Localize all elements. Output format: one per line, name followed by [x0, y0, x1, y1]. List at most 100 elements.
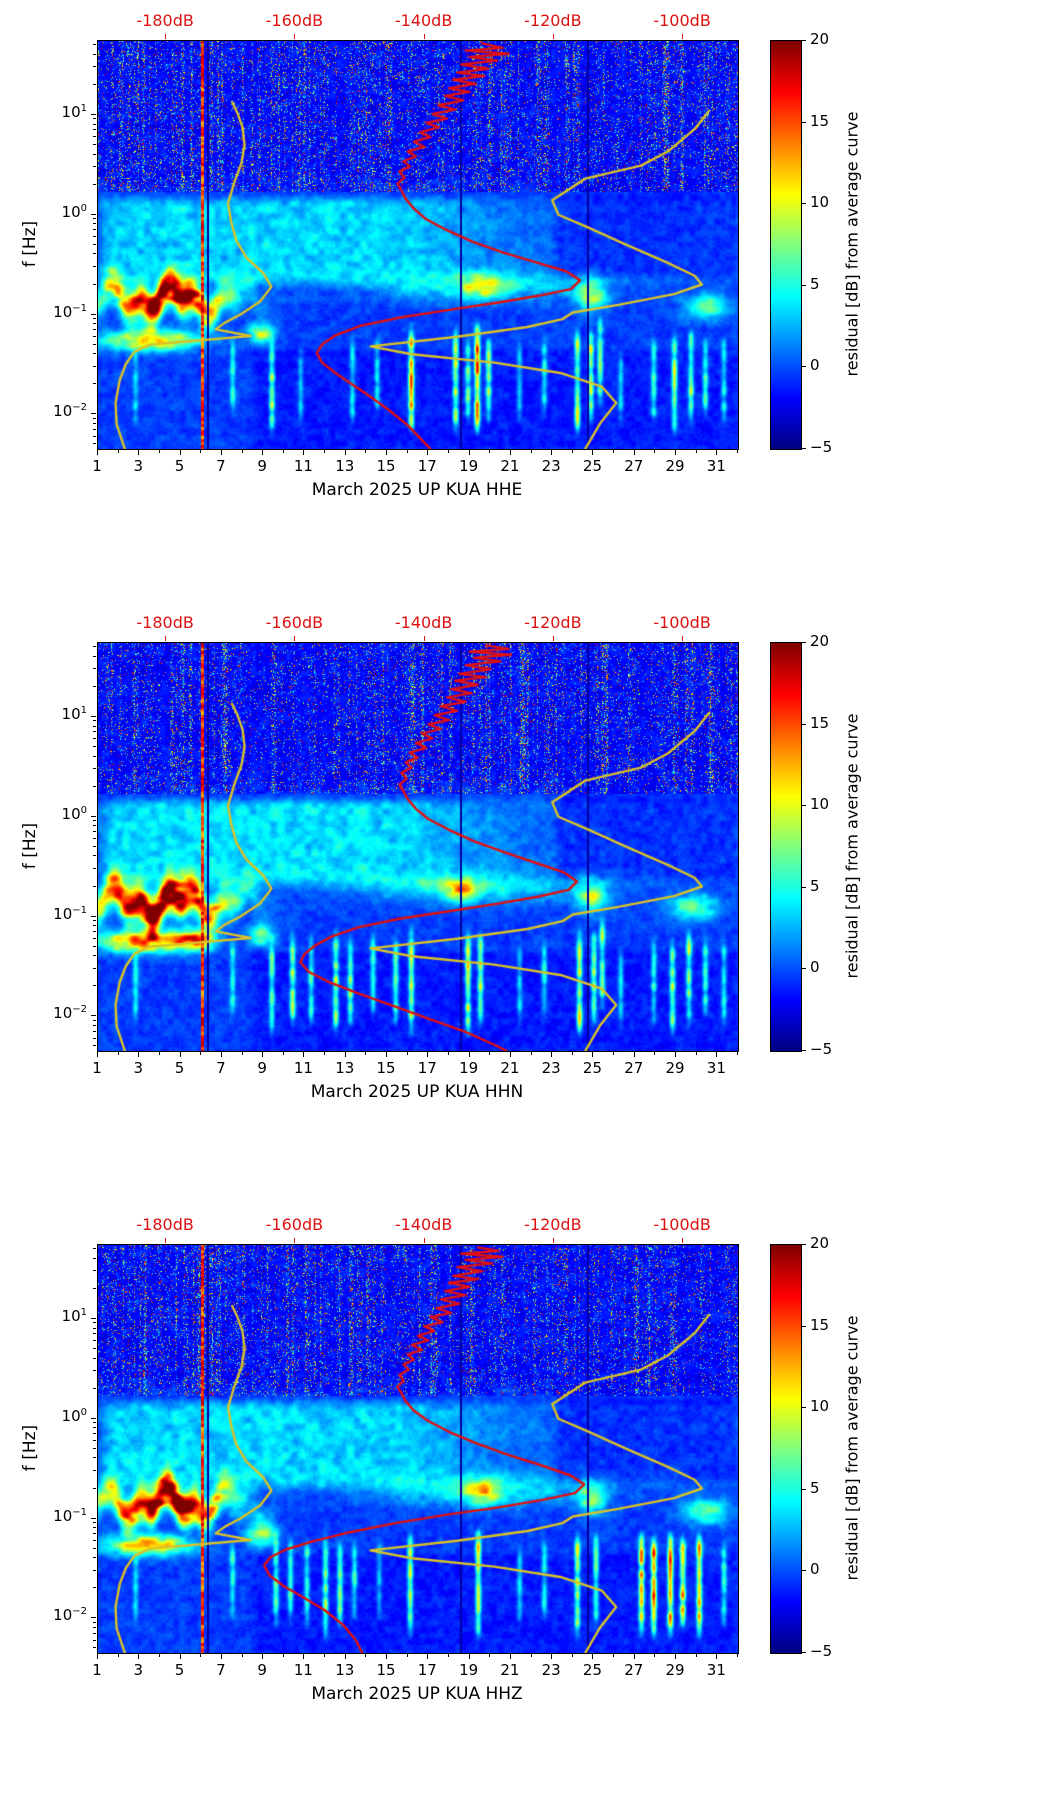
spectrogram-plot-hhe — [97, 40, 739, 450]
y-tick-label: 10−1 — [53, 904, 87, 923]
x-axis-label: March 2025 UP KUA HHN — [310, 1082, 524, 1102]
x-minor-tick-mark — [406, 1052, 408, 1055]
x-tick-label: 27 — [624, 1059, 644, 1077]
spectrogram-plot-hhz — [97, 1244, 739, 1654]
y-minor-tick-mark — [93, 435, 96, 437]
colorbar-tick-mark — [801, 448, 806, 449]
colorbar-tick-mark — [801, 642, 806, 643]
top-db-tick-label: -140dB — [394, 1215, 453, 1234]
x-tick-label: 25 — [582, 1059, 603, 1077]
x-tick-label: 9 — [257, 1661, 267, 1679]
x-tick-label: 15 — [376, 1059, 396, 1077]
x-tick-label: 19 — [459, 1661, 479, 1679]
x-minor-tick-mark — [613, 1654, 615, 1657]
top-db-tick-mark — [423, 34, 425, 39]
y-minor-tick-mark — [93, 1248, 96, 1250]
x-tick-mark — [427, 1654, 429, 1659]
y-minor-tick-mark — [93, 955, 96, 957]
x-minor-tick-mark — [324, 1654, 326, 1657]
x-tick-mark — [220, 450, 222, 455]
colorbar — [770, 1244, 802, 1654]
top-db-tick-mark — [165, 34, 167, 39]
x-minor-tick-mark — [530, 1654, 532, 1657]
x-axis-label: March 2025 UP KUA HHZ — [311, 1684, 523, 1704]
y-tick-mark — [91, 715, 96, 717]
y-minor-tick-mark — [93, 1045, 96, 1047]
y-minor-tick-mark — [93, 1627, 96, 1629]
y-axis-label: f [Hz] — [20, 1424, 40, 1472]
y-minor-tick-mark — [93, 1557, 96, 1559]
y-minor-tick-mark — [93, 1019, 96, 1021]
y-minor-tick-mark — [93, 1322, 96, 1324]
y-tick-label: 101 — [61, 704, 87, 723]
x-tick-mark — [386, 1654, 388, 1659]
y-tick-mark — [91, 1517, 96, 1519]
x-tick-mark — [551, 1654, 553, 1659]
x-minor-tick-mark — [489, 450, 491, 453]
top-db-tick-mark — [294, 34, 296, 39]
y-tick-label: 100 — [61, 804, 87, 823]
colorbar-tick-label: 10 — [810, 795, 830, 814]
y-minor-tick-mark — [93, 123, 96, 125]
y-minor-tick-mark — [93, 1422, 96, 1424]
x-tick-mark — [303, 450, 305, 455]
x-tick-label: 13 — [335, 1661, 355, 1679]
x-tick-mark — [592, 1052, 594, 1057]
colorbar-tick-label: 10 — [810, 193, 830, 212]
y-minor-tick-mark — [93, 329, 96, 331]
x-tick-label: 31 — [706, 1059, 726, 1077]
x-tick-mark — [344, 450, 346, 455]
y-minor-tick-mark — [93, 343, 96, 345]
y-minor-tick-mark — [93, 831, 96, 833]
x-tick-mark — [344, 1052, 346, 1057]
x-tick-label: 11 — [293, 1661, 313, 1679]
y-tick-label: 10−2 — [53, 1606, 87, 1625]
x-tick-label: 3 — [133, 457, 144, 475]
y-minor-tick-mark — [93, 1457, 96, 1459]
x-minor-tick-mark — [737, 1654, 738, 1657]
top-db-tick-label: -100dB — [653, 613, 711, 632]
x-tick-mark — [427, 1052, 429, 1057]
y-minor-tick-mark — [93, 323, 96, 325]
y-minor-tick-mark — [93, 768, 96, 770]
colorbar-tick-mark — [801, 1570, 806, 1572]
top-db-tick-label: -120dB — [524, 11, 582, 30]
colorbar-tick-label: 15 — [810, 111, 830, 130]
y-minor-tick-mark — [93, 937, 96, 939]
x-tick-mark — [675, 1654, 677, 1659]
x-minor-tick-mark — [282, 1654, 284, 1657]
y-minor-tick-mark — [93, 129, 96, 131]
x-tick-mark — [427, 450, 429, 455]
x-tick-label: 3 — [133, 1661, 144, 1679]
y-minor-tick-mark — [93, 655, 96, 657]
x-minor-tick-mark — [654, 450, 656, 453]
y-minor-tick-mark — [93, 668, 96, 670]
x-tick-label: 23 — [541, 1661, 561, 1679]
y-minor-tick-mark — [93, 1333, 96, 1335]
y-tick-label: 101 — [61, 1306, 87, 1325]
x-minor-tick-mark — [695, 1052, 697, 1055]
top-db-tick-label: -180dB — [136, 1215, 194, 1234]
y-minor-tick-mark — [93, 1327, 96, 1329]
x-tick-mark — [633, 1052, 635, 1057]
x-minor-tick-mark — [365, 1052, 367, 1055]
top-db-tick-label: -180dB — [136, 11, 194, 30]
y-minor-tick-mark — [93, 335, 96, 337]
spectrogram-plot-hhn — [97, 642, 739, 1052]
y-minor-tick-mark — [93, 1569, 96, 1571]
y-tick-label: 10−2 — [53, 1004, 87, 1023]
colorbar-tick-label: 5 — [810, 274, 820, 293]
x-minor-tick-mark — [365, 450, 367, 453]
top-db-tick-mark — [165, 1238, 167, 1243]
y-minor-tick-mark — [93, 755, 96, 757]
colorbar-tick-label: 10 — [810, 1397, 830, 1416]
y-minor-tick-mark — [93, 417, 96, 419]
x-tick-label: 9 — [257, 457, 267, 475]
y-minor-tick-mark — [93, 837, 96, 839]
spectrogram-canvas-hhn — [98, 643, 738, 1051]
x-tick-mark — [551, 1052, 553, 1057]
colorbar-label: residual [dB] from average curve — [842, 1315, 862, 1581]
top-db-tick-mark — [552, 1238, 554, 1243]
x-tick-mark — [138, 1654, 140, 1659]
y-tick-mark — [91, 113, 96, 115]
